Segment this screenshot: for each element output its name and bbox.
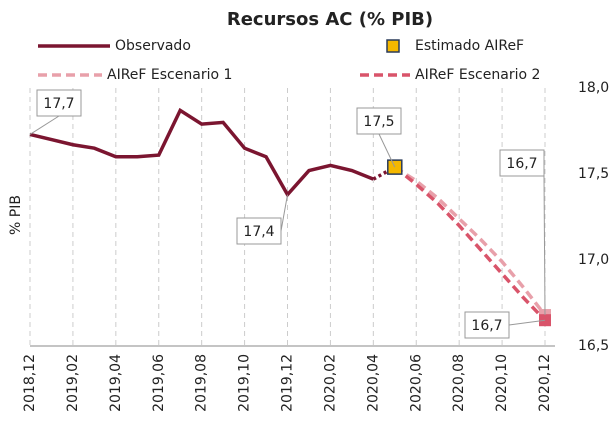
value-label: 17,7 [43, 96, 74, 112]
value-label: 17,4 [243, 224, 274, 240]
x-tick-label: 2019,12 [280, 354, 296, 412]
y-tick-label: 16,5 [578, 338, 609, 354]
legend-label: Estimado AIReF [415, 38, 524, 54]
x-tick-label: 2020,02 [322, 354, 338, 412]
y-tick-label: 17,5 [578, 166, 609, 182]
series-line [29, 107, 374, 198]
leader-line [378, 133, 396, 168]
legend-marker [386, 39, 400, 53]
y-tick-label: 18,0 [578, 80, 609, 96]
x-tick-label: 2020,04 [365, 354, 381, 412]
x-tick-label: 2020,06 [408, 354, 424, 412]
series-line [393, 165, 547, 322]
x-tick-label: 2020,10 [494, 354, 510, 412]
legend-label: AIReF Escenario 1 [107, 67, 232, 83]
x-tick-label: 2019,04 [108, 354, 124, 412]
value-label: 17,5 [363, 114, 394, 130]
x-tick-label: 2020,08 [451, 354, 467, 412]
x-tick-label: 2019,10 [237, 354, 253, 412]
leader-line [543, 175, 546, 316]
series-line [393, 165, 547, 317]
value-label: 16,7 [506, 156, 537, 172]
x-tick-label: 2020,12 [537, 354, 553, 412]
label-box [464, 311, 510, 339]
x-tick-label: 2019,02 [65, 354, 81, 412]
value-label: 16,7 [471, 318, 502, 334]
leader-line [280, 194, 288, 232]
legend-label: Observado [115, 38, 191, 54]
x-tick-label: 2019,06 [151, 354, 167, 412]
label-box [236, 217, 282, 245]
label-box [356, 107, 402, 135]
x-tick-label: 2018,12 [22, 354, 38, 412]
y-axis-label: % PIB [8, 195, 24, 235]
leader-line [29, 115, 60, 135]
leader-line [508, 319, 546, 326]
chart-title: Recursos AC (% PIB) [227, 9, 433, 30]
legend-label: AIReF Escenario 2 [415, 67, 540, 83]
label-box [36, 89, 82, 117]
label-box [499, 149, 545, 177]
y-tick-label: 17,0 [578, 252, 609, 268]
x-tick-label: 2019,08 [194, 354, 210, 412]
